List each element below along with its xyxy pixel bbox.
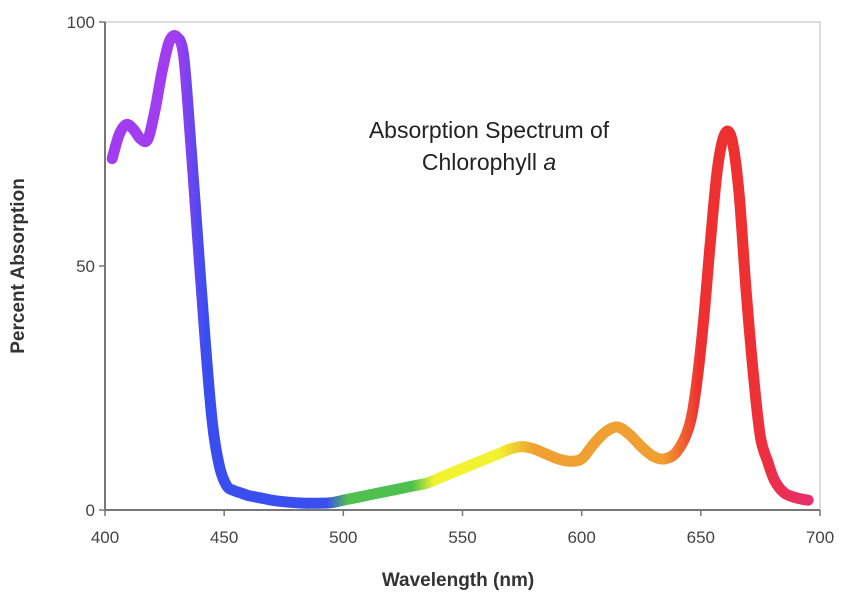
- x-tick-label: 550: [448, 528, 476, 547]
- chart-title-line2: Chlorophyll a: [422, 149, 556, 175]
- absorption-series-line: [106, 30, 814, 509]
- chart-title-line1: Absorption Spectrum of: [369, 117, 610, 143]
- y-tick-label: 100: [67, 13, 95, 32]
- x-tick-label: 600: [567, 528, 595, 547]
- chart-title-chlorophyll: Chlorophyll: [422, 149, 537, 175]
- y-tick-label: 0: [86, 501, 95, 520]
- y-tick-label: 50: [76, 257, 95, 276]
- x-tick-label: 400: [91, 528, 119, 547]
- axis-ticks: 400 450 500 550 600 650 700 0 50 100: [67, 13, 835, 547]
- x-axis-label: Wavelength (nm): [382, 570, 534, 591]
- x-tick-label: 450: [210, 528, 238, 547]
- x-tick-label: 650: [687, 528, 715, 547]
- y-axis-label: Percent Absorption: [8, 178, 29, 354]
- chart-title-italic-a: a: [543, 149, 556, 175]
- x-tick-label: 700: [806, 528, 834, 547]
- x-tick-label: 500: [329, 528, 357, 547]
